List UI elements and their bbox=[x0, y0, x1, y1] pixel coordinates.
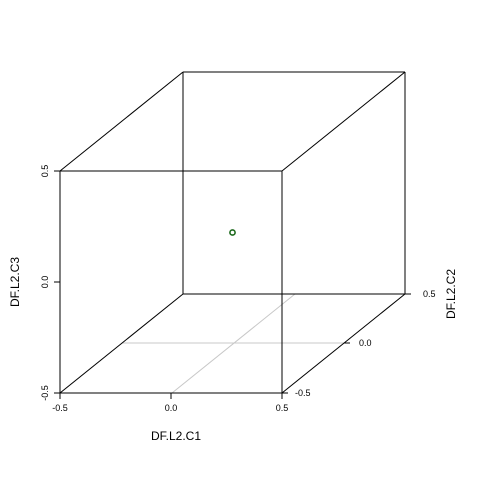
z-tick-label: 0.0 bbox=[40, 276, 50, 289]
box-edge bbox=[60, 72, 183, 171]
x-tick-label: -0.5 bbox=[52, 403, 68, 413]
y-tick-label: 0.5 bbox=[423, 289, 436, 299]
x-axis-label: DF.L2.C1 bbox=[151, 429, 201, 443]
y-tick-label: -0.5 bbox=[295, 388, 311, 398]
z-axis-label: DF.L2.C3 bbox=[8, 257, 22, 307]
box-edge bbox=[282, 72, 405, 171]
x-tick-label: 0.0 bbox=[165, 403, 178, 413]
x-tick-label: 0.5 bbox=[276, 403, 289, 413]
points-layer bbox=[230, 230, 235, 235]
z-tick-label: 0.5 bbox=[40, 165, 50, 178]
z-tick-label: -0.5 bbox=[40, 385, 50, 401]
y-axis-label: DF.L2.C2 bbox=[444, 269, 458, 319]
data-point bbox=[230, 230, 235, 235]
y-tick-label: 0.0 bbox=[359, 338, 372, 348]
